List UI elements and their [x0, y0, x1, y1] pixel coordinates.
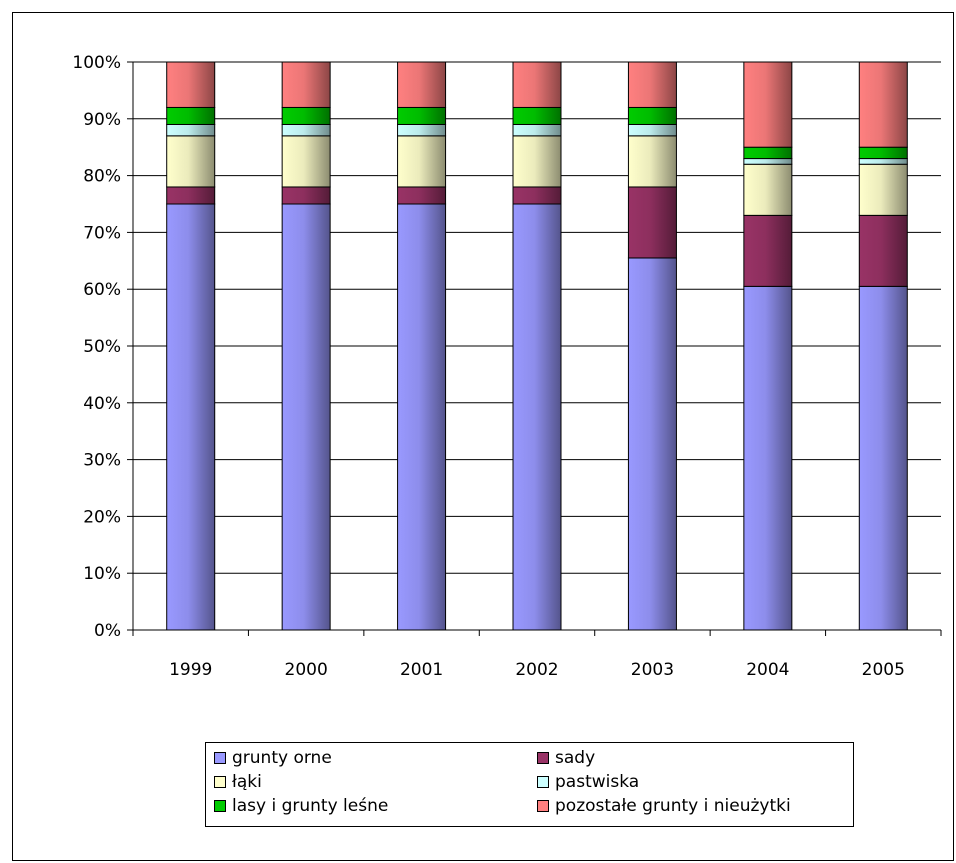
legend-swatch: [537, 800, 549, 812]
legend-item-grunty-orne: grunty orne: [214, 748, 332, 768]
bar-grunty-orne-2001: [397, 203, 447, 631]
tick-labels: 0% 10% 20% 30% 40% 50% 60% 70% 80% 90% 100% 1999 200…: [72, 53, 905, 680]
y-tick-label: 30%: [83, 451, 121, 471]
bar-pastwiska-2002: [512, 123, 562, 137]
bar-sady-2004: [743, 214, 793, 287]
chart-frame: 0% 10% 20% 30% 40% 50% 60% 70% 80% 90% 100% 1999 200…: [12, 12, 954, 861]
bar-grunty-orne-2003: [627, 257, 677, 631]
bar-pozosta-e-grunty-i-nieuz-ytki-2003: [627, 61, 677, 108]
y-tick-label: 20%: [83, 507, 121, 527]
legend-label: grunty orne: [232, 748, 332, 768]
bars: [166, 61, 908, 631]
y-tick-label: 10%: [83, 564, 121, 584]
legend-label: lasy i grunty leśne: [232, 796, 389, 816]
bar-lasy-i-grunty-les-ne-2001: [397, 106, 447, 125]
bar-pozosta-e-grunty-i-nieuz-ytki-2005: [858, 61, 908, 148]
legend-item-a-ki: łąki: [214, 772, 262, 792]
bar-pozosta-e-grunty-i-nieuz-ytki-2002: [512, 61, 562, 108]
x-tick-label: 2001: [400, 660, 443, 680]
bar-sady-2000: [281, 186, 331, 205]
legend-item-lasy-i-grunty-les-ne: lasy i grunty leśne: [214, 796, 388, 816]
bar-sady-1999: [166, 186, 216, 205]
bar-pastwiska-2000: [281, 123, 331, 137]
y-tick-label: 50%: [83, 337, 121, 357]
bar-grunty-orne-2005: [858, 285, 908, 631]
bar-a-ki-2001: [397, 135, 447, 188]
bar-pastwiska-2005: [858, 158, 908, 165]
y-tick-label: 40%: [83, 394, 121, 414]
bar-a-ki-2003: [627, 135, 677, 188]
bar-pozosta-e-grunty-i-nieuz-ytki-2000: [281, 61, 331, 108]
legend-label: sady: [555, 748, 596, 768]
legend-item-pozosta-e-grunty-i-nieuz-ytki: pozostałe grunty i nieużytki: [537, 796, 791, 816]
x-tick-label: 1999: [169, 660, 212, 680]
legend-swatch: [537, 752, 549, 764]
bar-grunty-orne-2004: [743, 285, 793, 631]
bar-lasy-i-grunty-les-ne-2005: [858, 146, 908, 160]
legend-swatch: [214, 800, 226, 812]
bar-pastwiska-1999: [166, 123, 216, 137]
bar-a-ki-2004: [743, 163, 793, 216]
y-tick-label: 0%: [94, 621, 121, 641]
bar-lasy-i-grunty-les-ne-2003: [627, 106, 677, 125]
x-tick-label: 2002: [515, 660, 558, 680]
bar-a-ki-2000: [281, 135, 331, 188]
bar-grunty-orne-1999: [166, 203, 216, 631]
axes: [127, 61, 942, 636]
y-tick-label: 80%: [83, 167, 121, 187]
bar-sady-2003: [627, 186, 677, 259]
bar-a-ki-2005: [858, 163, 908, 216]
bar-pastwiska-2003: [627, 123, 677, 137]
y-tick-label: 100%: [72, 53, 121, 73]
legend-label: łąki: [232, 772, 262, 792]
bar-pozosta-e-grunty-i-nieuz-ytki-2004: [743, 61, 793, 148]
bar-sady-2005: [858, 214, 908, 287]
x-tick-label: 2004: [746, 660, 789, 680]
y-tick-label: 90%: [83, 110, 121, 130]
bar-a-ki-2002: [512, 135, 562, 188]
legend-swatch: [214, 776, 226, 788]
bar-sady-2001: [397, 186, 447, 205]
bar-pastwiska-2001: [397, 123, 447, 137]
y-tick-label: 60%: [83, 280, 121, 300]
chart-plot: 0% 10% 20% 30% 40% 50% 60% 70% 80% 90% 100% 1999 200…: [72, 53, 942, 680]
legend-swatch: [214, 752, 226, 764]
bar-sady-2002: [512, 186, 562, 205]
x-tick-label: 2005: [862, 660, 905, 680]
legend-item-pastwiska: pastwiska: [537, 772, 639, 792]
legend-label: pastwiska: [555, 772, 640, 792]
legend: grunty orne sady łąki pastwiska lasy i grunt…: [205, 742, 854, 827]
bar-lasy-i-grunty-les-ne-1999: [166, 106, 216, 125]
y-tick-label: 70%: [83, 223, 121, 243]
bar-grunty-orne-2002: [512, 203, 562, 631]
legend-label: pozostałe grunty i nieużytki: [555, 796, 791, 816]
bar-pozosta-e-grunty-i-nieuz-ytki-2001: [397, 61, 447, 108]
legend-item-sady: sady: [537, 748, 595, 768]
legend-swatch: [537, 776, 549, 788]
x-tick-label: 2003: [631, 660, 674, 680]
bar-pozosta-e-grunty-i-nieuz-ytki-1999: [166, 61, 216, 108]
bar-lasy-i-grunty-les-ne-2000: [281, 106, 331, 125]
bar-grunty-orne-2000: [281, 203, 331, 631]
bar-a-ki-1999: [166, 135, 216, 188]
bar-lasy-i-grunty-les-ne-2002: [512, 106, 562, 125]
bar-pastwiska-2004: [743, 158, 793, 165]
x-tick-label: 2000: [285, 660, 328, 680]
bar-lasy-i-grunty-les-ne-2004: [743, 146, 793, 160]
